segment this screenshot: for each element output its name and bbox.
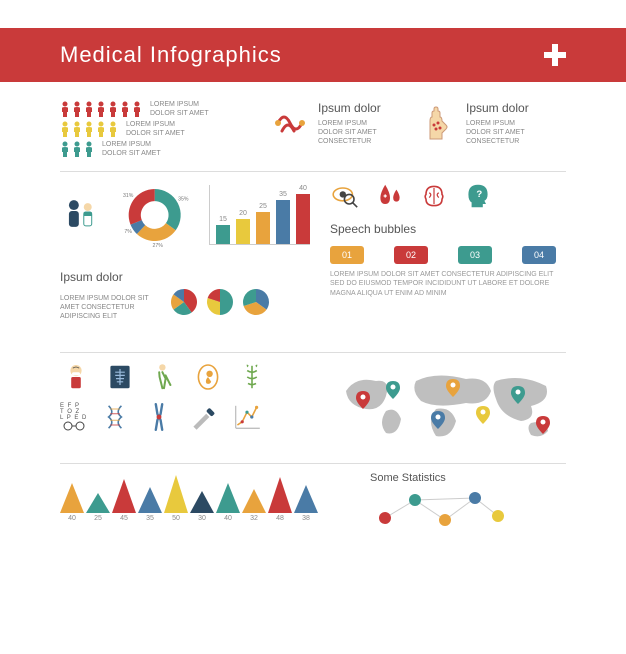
- speech-bubble: 03: [458, 246, 492, 264]
- elderly-icon: [148, 361, 180, 393]
- network-graph-icon: [370, 488, 510, 532]
- donut-segment: [154, 189, 180, 230]
- sick-person-icon: [60, 361, 92, 393]
- bar: 25: [256, 203, 270, 243]
- dna-icon: [99, 401, 131, 433]
- person-icon: [60, 121, 70, 137]
- knee-joint-icon: [143, 401, 175, 433]
- people-row-label: LOREM IPSUM DOLOR SIT AMET: [150, 100, 220, 118]
- speech-bubble: 01: [330, 246, 364, 264]
- svg-text:31%: 31%: [123, 193, 134, 199]
- person-icon: [60, 141, 70, 157]
- map-pin: [511, 386, 525, 400]
- speech-bubbles-row: 01 02 03 04: [330, 246, 566, 264]
- section-label: Ipsum dolor: [60, 270, 310, 284]
- person-icon: [120, 101, 130, 117]
- triangle-chart: 40254535503040324838: [60, 472, 350, 522]
- body-icons-section: ? Speech bubbles 01 02 03 04 LOREM IPSUM DO…: [330, 180, 566, 340]
- fetus-icon: [192, 361, 224, 393]
- mini-pie: [242, 288, 270, 316]
- virus-section: Ipsum dolor LOREM IPSUM DOLOR SIT AMET C…: [270, 100, 388, 147]
- map-pin: [446, 379, 460, 393]
- triangle-bar: 38: [294, 485, 318, 522]
- svg-text:7%: 7%: [124, 229, 132, 235]
- people-row: LOREM IPSUM DOLOR SIT AMET: [60, 140, 250, 158]
- person-icon: [60, 101, 70, 117]
- map-pin: [386, 381, 400, 395]
- person-icon: [84, 121, 94, 137]
- bar: 40: [296, 185, 310, 244]
- mini-pie: [170, 288, 198, 316]
- bar-chart: 1520253540: [209, 185, 310, 245]
- triangle-bar: 35: [138, 487, 162, 522]
- head-question-icon: ?: [462, 180, 494, 212]
- bar: 15: [216, 216, 230, 244]
- person-icon: [72, 121, 82, 137]
- speech-bubble: 04: [522, 246, 556, 264]
- caduceus-icon: [236, 361, 268, 393]
- people-row-label: LOREM IPSUM DOLOR SIT AMET: [126, 120, 196, 138]
- eyechart-icon: E F PT O ZL P E D: [60, 403, 87, 431]
- person-icon: [84, 101, 94, 117]
- blood-drop-icon: [374, 180, 406, 212]
- person-icon: [132, 101, 142, 117]
- page-title: Medical Infographics: [60, 42, 282, 68]
- section-label: Ipsum dolor: [466, 101, 536, 115]
- triangle-bar: 50: [164, 475, 188, 522]
- xray-icon: [104, 361, 136, 393]
- bar: 20: [236, 210, 250, 244]
- triangle-bar: 40: [216, 483, 240, 522]
- svg-text:?: ?: [476, 188, 482, 199]
- people-row-label: LOREM IPSUM DOLOR SIT AMET: [102, 140, 172, 158]
- doctor-patient-icon: [60, 195, 100, 235]
- graph-icon: [231, 401, 263, 433]
- scalpel-icon: [187, 401, 219, 433]
- triangle-bar: 48: [268, 477, 292, 522]
- brain-icon: [418, 180, 450, 212]
- triangle-bar: 32: [242, 489, 266, 522]
- svg-text:35%: 35%: [178, 196, 189, 202]
- svg-text:27%: 27%: [152, 242, 163, 248]
- person-icon: [108, 121, 118, 137]
- map-pin: [431, 411, 445, 425]
- speech-desc: LOREM IPSUM DOLOR SIT AMET CONSECTETUR A…: [330, 270, 560, 299]
- header-banner: Medical Infographics: [0, 28, 626, 82]
- map-pin: [476, 406, 490, 420]
- person-icon: [96, 101, 106, 117]
- hand-section: Ipsum dolor LOREM IPSUM DOLOR SIT AMET C…: [418, 100, 536, 147]
- bar: 35: [276, 191, 290, 244]
- triangle-bar: 45: [112, 479, 136, 522]
- people-chart: LOREM IPSUM DOLOR SIT AMET LOREM IPSUM DO…: [60, 100, 250, 159]
- person-icon: [108, 101, 118, 117]
- person-icon: [96, 121, 106, 137]
- triangle-bar: 25: [86, 493, 110, 522]
- virus-icon: [270, 103, 310, 143]
- donut-chart: 35% 27% 7% 31%: [120, 180, 189, 250]
- divider: [60, 352, 566, 353]
- mini-pie: [206, 288, 234, 316]
- hand-rash-icon: [418, 103, 458, 143]
- section-label: Ipsum dolor: [318, 101, 388, 115]
- speech-title: Speech bubbles: [330, 222, 566, 236]
- eye-magnify-icon: [330, 180, 362, 212]
- triangle-bar: 40: [60, 483, 84, 522]
- people-row: LOREM IPSUM DOLOR SIT AMET: [60, 120, 250, 138]
- speech-bubble: 02: [394, 246, 428, 264]
- map-pin: [356, 391, 370, 405]
- stats-title: Some Statistics: [370, 472, 566, 484]
- people-row: LOREM IPSUM DOLOR SIT AMET: [60, 100, 250, 118]
- divider: [60, 171, 566, 172]
- person-icon: [72, 101, 82, 117]
- map-pin: [536, 416, 550, 430]
- triangle-bar: 30: [190, 491, 214, 522]
- divider: [60, 463, 566, 464]
- world-map: [336, 361, 566, 451]
- person-icon: [84, 141, 94, 157]
- person-icon: [72, 141, 82, 157]
- medical-cross-icon: [544, 44, 566, 66]
